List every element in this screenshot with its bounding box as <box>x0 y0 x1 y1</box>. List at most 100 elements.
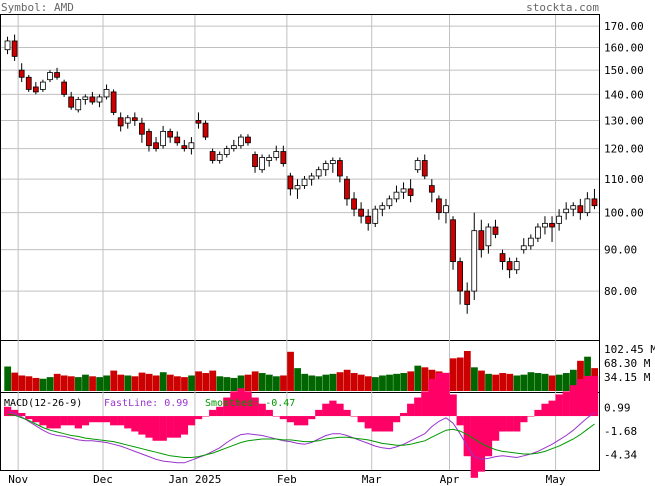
volume-bar <box>67 376 75 391</box>
candle-body <box>443 205 449 214</box>
macd-histogram-bar <box>301 416 309 426</box>
volume-bar <box>506 373 514 391</box>
x-tick-label: May <box>546 473 566 486</box>
macd-histogram-bar <box>124 416 132 429</box>
macd-histogram-bar <box>428 379 436 417</box>
symbol-label: Symbol: AMD <box>1 1 74 14</box>
candle-body <box>273 151 280 158</box>
volume-bar <box>124 375 132 391</box>
macd-tick-label: 0.99 <box>604 401 631 414</box>
volume-bar <box>25 376 33 391</box>
macd-histogram-bar <box>32 416 40 423</box>
volume-bar <box>237 375 245 391</box>
macd-histogram-bar <box>166 416 174 438</box>
macd-histogram-bar <box>491 416 500 441</box>
price-tick-label: 110.00 <box>604 173 644 186</box>
volume-bar <box>584 356 591 391</box>
candle-body <box>11 40 18 57</box>
candle-body <box>485 226 492 247</box>
macd-tick-label: -1.68 <box>604 425 637 438</box>
site-label: stockta.com <box>526 1 599 14</box>
volume-bar <box>230 377 238 391</box>
volume-bar <box>103 375 111 391</box>
macd-histogram-bar <box>223 397 231 417</box>
volume-bar <box>202 373 210 391</box>
macd-histogram-bar <box>590 375 599 417</box>
macd-histogram-bar <box>258 403 266 417</box>
candle-body <box>230 145 237 149</box>
macd-histogram-bar <box>25 416 33 420</box>
volume-bar <box>195 371 202 391</box>
candle-body <box>96 96 103 103</box>
volume-bar <box>265 374 273 391</box>
volume-bar <box>223 377 231 391</box>
price-candles <box>4 34 598 314</box>
candle-body <box>68 96 75 108</box>
candle-body <box>117 117 124 127</box>
macd-tick-label: -4.34 <box>604 448 637 461</box>
volume-bar <box>32 377 40 391</box>
macd-histogram-bar <box>562 391 570 417</box>
volume-bar <box>244 374 252 391</box>
volume-bar <box>166 374 174 391</box>
candle-body <box>421 160 428 177</box>
macd-histogram-bar <box>159 416 167 441</box>
candle-body <box>570 205 577 210</box>
candle-body <box>40 81 46 90</box>
candle-body <box>110 91 117 113</box>
candle-body <box>32 86 39 93</box>
candle-body <box>379 205 386 210</box>
volume-bar <box>513 375 521 391</box>
volume-bar <box>301 373 309 391</box>
candle-body <box>103 89 110 98</box>
x-tick-label: Feb <box>277 473 297 486</box>
price-tick-label: 140.00 <box>604 88 644 101</box>
macd-histogram-bar <box>527 416 535 417</box>
volume-tick-label: 68.30 M <box>604 357 651 370</box>
volume-bar <box>159 372 167 391</box>
candle-body <box>535 226 541 239</box>
volume-bar <box>110 370 118 391</box>
macd-histogram-bar <box>435 372 443 417</box>
volume-bar <box>258 373 266 391</box>
candle-body <box>153 142 159 149</box>
macd-histogram-bar <box>555 394 563 417</box>
macd-histogram-bar <box>449 394 457 417</box>
candle-body <box>301 178 308 187</box>
macd-histogram-bar <box>180 416 189 435</box>
volume-bar <box>555 374 563 391</box>
candle-body <box>563 208 570 214</box>
macd-histogram-bar <box>506 416 514 432</box>
volume-bar <box>280 375 287 391</box>
candle-body <box>365 215 372 224</box>
volume-bar <box>541 373 549 391</box>
macd-histogram-bar <box>138 416 146 435</box>
candle-body <box>414 160 421 171</box>
volume-bar <box>216 376 224 391</box>
volume-bar <box>60 375 68 391</box>
candle-body <box>287 175 294 190</box>
macd-histogram-bar <box>272 416 280 417</box>
volume-bar <box>39 378 47 391</box>
macd-histogram-bar <box>520 416 528 423</box>
candle-body <box>174 136 181 144</box>
candle-body <box>75 99 82 111</box>
volume-bar <box>188 375 195 391</box>
macd-histogram-bar <box>39 416 47 426</box>
macd-histogram-bar <box>88 416 97 423</box>
candle-body <box>202 122 209 138</box>
macd-histogram-bar <box>392 416 401 423</box>
volume-bar <box>336 372 344 391</box>
candle-body <box>322 163 329 171</box>
candle-body <box>499 253 506 262</box>
volume-bar <box>145 373 153 391</box>
x-tick-label: Dec <box>93 473 113 486</box>
volume-bar <box>46 377 54 391</box>
candle-body <box>520 245 527 251</box>
candle-body <box>436 198 442 214</box>
volume-y-axis: 102.45 M68.30 M34.15 M <box>604 343 655 384</box>
volume-bar <box>209 370 217 391</box>
candle-body <box>266 157 273 161</box>
macd-histogram-bar <box>364 416 372 429</box>
